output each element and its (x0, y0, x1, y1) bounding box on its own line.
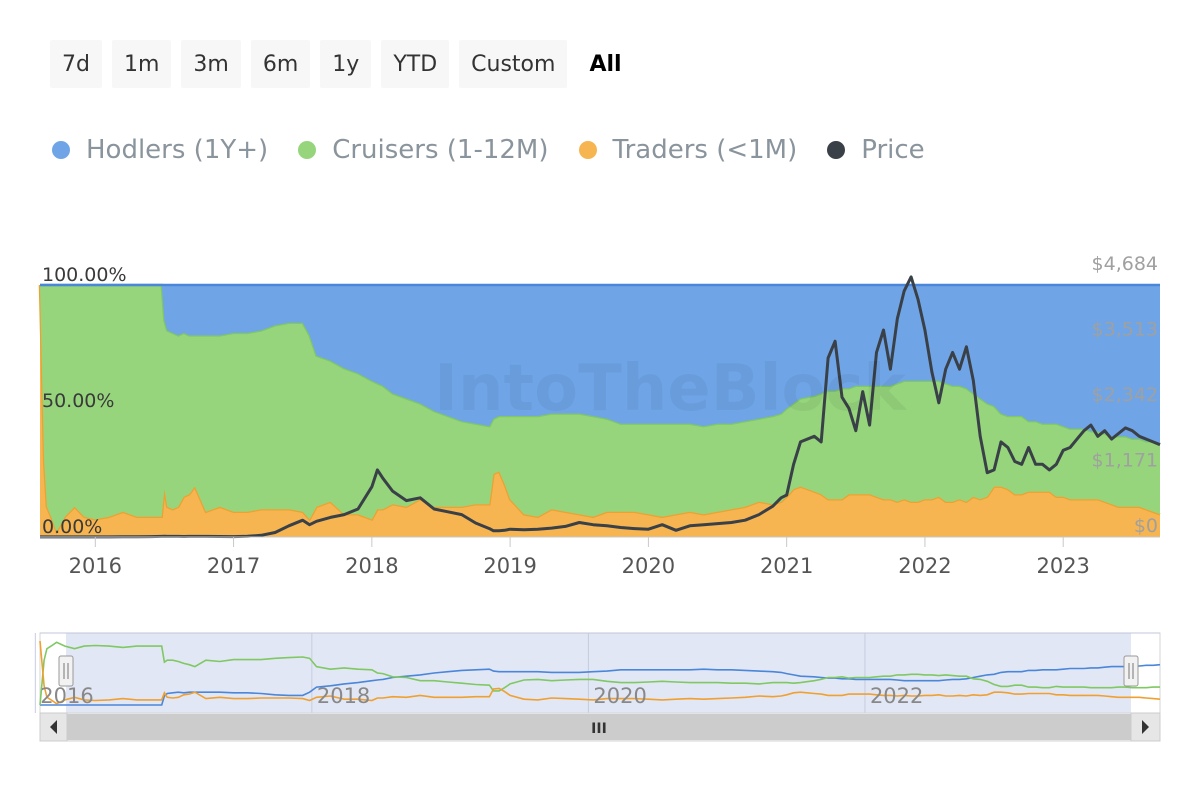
handle-body[interactable] (1123, 655, 1139, 687)
range-7d-button[interactable]: 7d (50, 40, 102, 88)
legend-marker-cruisers (298, 141, 317, 159)
range-6m-button[interactable]: 6m (250, 40, 311, 88)
navigator-line-traders-1m (39, 640, 1161, 705)
range-ytd-button[interactable]: YTD (381, 40, 450, 88)
scroll-left-arrow-icon (50, 720, 57, 734)
legend-label-cruisers: Cruisers (1-12M) (332, 135, 549, 165)
legend-marker-hodlers (52, 141, 70, 159)
legend-marker-price (827, 141, 846, 159)
scroll-right-arrow-icon (1142, 720, 1149, 734)
legend-item-hodlers[interactable]: Hodlers (1Y+) (52, 135, 268, 165)
range-selector: 7d 1m 3m 6m 1y YTD Custom All (50, 40, 634, 88)
navigator-year-label: 2020 (593, 684, 646, 708)
legend-item-traders[interactable]: Traders (<1M) (578, 135, 798, 165)
navigator-right-handle[interactable] (1123, 655, 1139, 687)
range-1y-button[interactable]: 1y (320, 40, 372, 88)
range-all-button[interactable]: All (577, 40, 634, 88)
navigator-line-hodlers-1y (40, 663, 1161, 706)
navigator-year-label: 2018 (317, 684, 370, 708)
navigator-year-label: 2022 (870, 684, 923, 708)
range-3m-button[interactable]: 3m (181, 40, 241, 88)
legend-item-cruisers[interactable]: Cruisers (1-12M) (298, 135, 549, 165)
navigator-line-cruisers-1-12m (39, 641, 1160, 706)
navigator-left-handle[interactable] (58, 655, 74, 687)
legend-label-traders: Traders (<1M) (612, 135, 798, 165)
navigator-year-label: 2016 (40, 684, 93, 708)
range-custom-button[interactable]: Custom (459, 40, 568, 88)
legend-label-price: Price (861, 135, 925, 165)
legend-item-price[interactable]: Price (827, 135, 925, 165)
scrollbar-thumb[interactable] (67, 714, 1131, 740)
chart-legend: Hodlers (1Y+) Cruisers (1-12M) Traders (… (52, 128, 925, 172)
range-1m-button[interactable]: 1m (111, 40, 172, 88)
scrollbar-grip: III (591, 721, 607, 737)
legend-label-hodlers: Hodlers (1Y+) (86, 135, 269, 165)
handle-body[interactable] (58, 655, 74, 687)
legend-marker-traders (578, 141, 597, 159)
